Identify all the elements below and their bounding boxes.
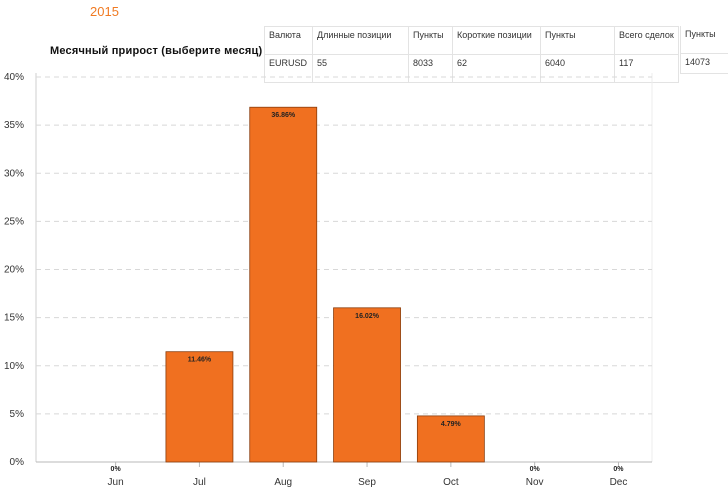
- stats-header-total-points: Пункты: [680, 26, 728, 54]
- y-tick-label: 10%: [4, 361, 24, 372]
- data-label: 11.46%: [188, 357, 212, 364]
- y-tick-label: 35%: [4, 120, 24, 131]
- stats-value-short-positions: 62: [452, 54, 541, 83]
- y-tick-label: 15%: [4, 313, 24, 324]
- stats-value-row: EURUSD 55 8033 62 6040 117: [264, 54, 679, 83]
- stats-value-short-points: 6040: [540, 54, 615, 83]
- y-tick-label: 5%: [10, 409, 25, 420]
- stats-total-points-column: Пункты 14073: [680, 26, 728, 74]
- year-tab[interactable]: 2015: [90, 4, 119, 19]
- x-tick-label: Oct: [443, 477, 459, 488]
- data-label: 36.86%: [271, 112, 296, 119]
- stats-value-currency: EURUSD: [264, 54, 313, 83]
- stats-value-long-positions: 55: [312, 54, 409, 83]
- bar: [333, 307, 401, 463]
- bar: [416, 415, 485, 463]
- y-tick-label: 30%: [4, 168, 24, 179]
- data-label: 16.02%: [355, 313, 380, 320]
- x-tick-label: Nov: [526, 477, 544, 488]
- stats-header-currency: Валюта: [264, 26, 313, 55]
- data-label: 0%: [530, 466, 541, 473]
- x-tick-label: Aug: [274, 477, 292, 488]
- data-label: 4.79%: [441, 421, 462, 428]
- data-label: 0%: [613, 466, 624, 473]
- stats-value-long-points: 8033: [408, 54, 453, 83]
- stats-value-total-points: 14073: [680, 54, 728, 74]
- x-tick-label: Jul: [193, 477, 206, 488]
- y-tick-label: 20%: [4, 265, 24, 276]
- y-tick-label: 0%: [10, 457, 25, 468]
- y-tick-label: 40%: [4, 72, 24, 83]
- x-tick-label: Dec: [610, 477, 628, 488]
- stats-table: Валюта Длинные позиции Пункты Короткие п…: [264, 26, 679, 83]
- stats-header-long-positions: Длинные позиции: [312, 26, 409, 55]
- bar: [165, 351, 234, 463]
- x-tick-label: Jun: [108, 477, 124, 488]
- stats-value-total-trades: 117: [614, 54, 679, 83]
- y-tick-label: 25%: [4, 216, 24, 227]
- stats-header-short-points: Пункты: [540, 26, 615, 55]
- chart-title[interactable]: Месячный прирост (выберите месяц): [50, 45, 263, 57]
- x-tick-label: Sep: [358, 477, 376, 488]
- bar: [249, 106, 318, 463]
- data-label: 0%: [111, 466, 122, 473]
- stats-header-row: Валюта Длинные позиции Пункты Короткие п…: [264, 26, 679, 55]
